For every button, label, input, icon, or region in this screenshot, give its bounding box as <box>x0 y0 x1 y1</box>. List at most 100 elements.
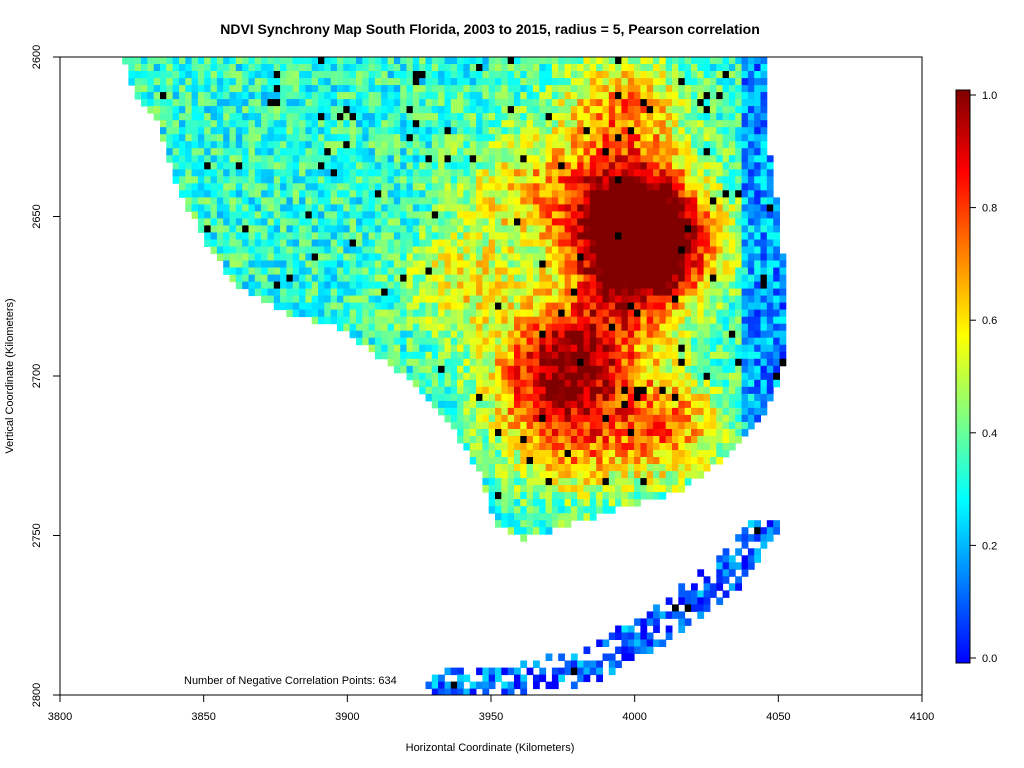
raster-cell <box>476 218 483 226</box>
raster-cell <box>640 99 648 107</box>
raster-cell <box>728 85 736 93</box>
raster-cell <box>324 169 332 177</box>
raster-cell <box>476 323 483 332</box>
raster-cell <box>533 513 540 521</box>
raster-cell <box>204 85 211 93</box>
raster-cell <box>223 183 230 191</box>
raster-cell <box>311 211 319 219</box>
raster-cell <box>520 513 528 521</box>
raster-cell <box>311 253 319 261</box>
raster-cell <box>659 267 667 275</box>
raster-cell <box>672 414 679 423</box>
raster-cell <box>735 548 742 556</box>
raster-cell <box>615 379 622 388</box>
raster-cell <box>735 281 742 290</box>
raster-cell <box>697 120 705 128</box>
raster-cell <box>545 421 553 430</box>
raster-cell <box>766 197 774 205</box>
raster-cell <box>438 141 445 149</box>
raster-cell <box>697 176 705 184</box>
raster-cell <box>463 309 471 318</box>
raster-cell <box>659 246 667 254</box>
raster-cell <box>469 414 477 423</box>
raster-cell <box>431 162 439 170</box>
raster-cell <box>179 92 186 100</box>
raster-cell <box>583 113 591 121</box>
raster-cell <box>653 639 660 647</box>
raster-cell <box>305 169 313 177</box>
raster-cell <box>697 211 705 219</box>
raster-cell <box>665 429 673 437</box>
raster-cell <box>526 344 534 353</box>
raster-cell <box>273 99 281 107</box>
raster-cell <box>564 218 572 226</box>
raster-cell <box>684 281 692 290</box>
raster-cell <box>204 218 211 226</box>
raster-cell <box>507 260 515 268</box>
raster-cell <box>280 274 287 283</box>
raster-cell <box>495 183 502 191</box>
raster-cell <box>286 148 294 156</box>
raster-cell <box>646 316 654 325</box>
raster-cell <box>583 176 591 184</box>
raster-cell <box>773 211 780 219</box>
raster-cell <box>773 379 780 388</box>
raster-cell <box>697 134 705 142</box>
raster-cell <box>716 162 724 170</box>
raster-cell <box>558 414 565 423</box>
raster-cell <box>356 141 363 149</box>
raster-cell <box>551 393 559 402</box>
raster-cell <box>703 57 711 65</box>
raster-cell <box>621 176 629 184</box>
raster-cell <box>387 197 395 205</box>
raster-cell <box>305 71 313 79</box>
raster-cell <box>747 330 755 339</box>
raster-cell <box>406 134 414 142</box>
raster-cell <box>412 141 420 149</box>
raster-cell <box>362 267 370 275</box>
raster-cell <box>286 218 294 226</box>
raster-cell <box>349 190 357 198</box>
raster-cell <box>507 211 515 219</box>
raster-cell <box>545 148 553 156</box>
raster-cell <box>419 267 426 275</box>
raster-cell <box>735 407 742 416</box>
raster-cell <box>747 351 755 360</box>
raster-cell <box>223 246 230 254</box>
raster-cell <box>419 197 426 205</box>
raster-cell <box>450 239 458 247</box>
raster-cell <box>754 71 761 79</box>
raster-cell <box>362 183 370 191</box>
raster-cell <box>235 218 243 226</box>
raster-cell <box>406 232 414 240</box>
raster-cell <box>741 407 749 416</box>
raster-cell <box>577 330 584 339</box>
raster-cell <box>533 232 540 240</box>
raster-cell <box>570 372 578 381</box>
raster-cell <box>520 414 528 423</box>
raster-cell <box>608 485 616 493</box>
raster-cell <box>589 253 597 261</box>
raster-cell <box>703 232 711 240</box>
raster-cell <box>406 246 414 254</box>
raster-cell <box>514 358 521 367</box>
raster-cell <box>349 85 357 93</box>
raster-cell <box>488 120 496 128</box>
raster-cell <box>368 281 376 290</box>
raster-cell <box>653 457 660 465</box>
raster-cell <box>722 429 730 437</box>
raster-cell <box>311 106 319 114</box>
raster-cell <box>545 127 553 135</box>
raster-cell <box>261 169 268 177</box>
raster-cell <box>570 92 578 100</box>
raster-cell <box>318 127 325 135</box>
raster-cell <box>627 176 635 184</box>
raster-cell <box>627 316 635 325</box>
raster-cell <box>337 155 344 163</box>
raster-cell <box>526 436 534 444</box>
raster-cell <box>286 260 294 268</box>
raster-cell <box>286 113 294 121</box>
raster-cell <box>299 134 306 142</box>
raster-cell <box>646 646 654 654</box>
raster-cell <box>482 302 490 311</box>
